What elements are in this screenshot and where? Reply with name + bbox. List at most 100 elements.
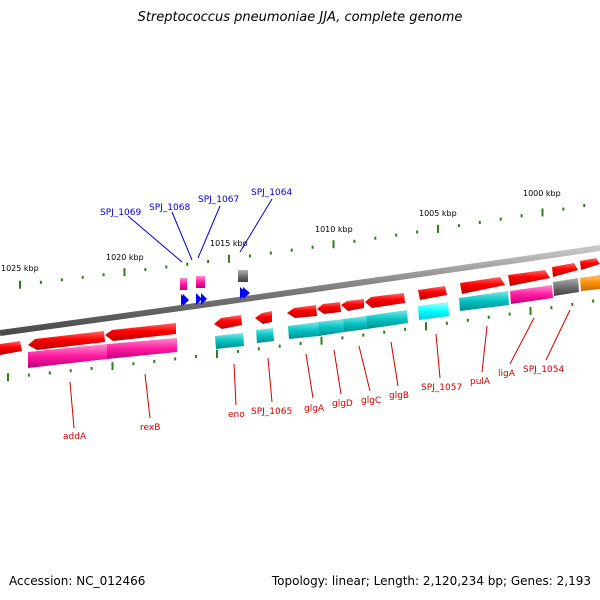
cds-arrow xyxy=(105,323,176,341)
minor-tick xyxy=(508,312,511,316)
kbp-label: 1000 kbp xyxy=(523,189,561,198)
gene-label-top: SPJ_1068 xyxy=(149,203,190,213)
major-tick xyxy=(216,349,218,358)
minor-tick xyxy=(299,341,302,345)
minor-tick xyxy=(466,318,469,322)
minor-tick xyxy=(248,254,251,258)
minor-tick xyxy=(341,336,344,340)
minor-tick xyxy=(48,371,51,375)
minor-tick xyxy=(236,349,239,353)
minor-tick xyxy=(290,248,293,252)
kbp-label: 1020 kbp xyxy=(106,253,144,262)
major-tick xyxy=(529,306,532,315)
cds-upper-right xyxy=(418,258,600,300)
major-tick xyxy=(7,373,9,382)
cds-arrow xyxy=(255,311,272,324)
cds-arrow xyxy=(0,341,22,355)
trna-arrow xyxy=(201,293,207,305)
trna-arrow xyxy=(183,294,189,306)
cds-arrow xyxy=(418,286,447,300)
genome-backbone xyxy=(0,245,600,336)
gene-label-bottom: SPJ_1054 xyxy=(523,365,564,375)
band-cyan xyxy=(256,328,274,343)
gene-label-bottom: glgB xyxy=(389,391,409,401)
gene-label-bottom: eno xyxy=(228,410,245,420)
minor-tick xyxy=(583,204,586,208)
gene-label-top: SPJ_1069 xyxy=(100,208,141,218)
minor-tick xyxy=(362,333,365,337)
gene-label-bottom: glgC xyxy=(361,396,381,406)
band-cyan xyxy=(459,291,509,311)
kbp-label: 1010 kbp xyxy=(315,225,353,234)
minor-tick xyxy=(207,259,210,263)
minor-tick xyxy=(520,214,523,218)
band-cyan xyxy=(366,310,408,329)
function-bands xyxy=(28,275,600,368)
band-cyan xyxy=(215,333,244,349)
minor-tick xyxy=(90,366,93,370)
minor-tick xyxy=(153,359,156,363)
minor-tick xyxy=(404,327,407,331)
band-magenta xyxy=(28,344,107,368)
cds-arrow xyxy=(317,302,341,314)
cds-arrow xyxy=(287,305,317,318)
cds-lower xyxy=(0,293,405,355)
major-tick xyxy=(19,280,21,289)
cds-arrow xyxy=(365,293,405,308)
gene-spj-1068 xyxy=(196,276,205,288)
gene-label-bottom: ligA xyxy=(498,369,516,379)
minor-tick xyxy=(195,354,198,358)
gene-label-top: SPJ_1067 xyxy=(198,195,239,205)
major-tick xyxy=(437,224,439,233)
major-tick xyxy=(320,336,323,345)
cds-arrow xyxy=(341,299,364,311)
minor-tick xyxy=(102,273,105,277)
gene-label-bottom: glgA xyxy=(304,404,325,414)
minor-tick xyxy=(165,265,168,269)
minor-tick xyxy=(478,220,481,224)
minor-tick xyxy=(416,230,419,234)
cds-arrow xyxy=(460,277,505,294)
minor-tick xyxy=(269,251,272,255)
minor-tick xyxy=(311,245,314,249)
minor-tick xyxy=(81,275,84,279)
band-mixed xyxy=(553,278,579,296)
trna-arrow xyxy=(196,293,202,305)
kbp-label: 1005 kbp xyxy=(419,209,457,218)
cds-arrow xyxy=(552,263,578,277)
minor-tick xyxy=(562,207,565,211)
minor-tick xyxy=(571,302,574,306)
major-tick xyxy=(425,322,427,331)
minor-tick xyxy=(445,321,448,325)
minor-tick xyxy=(39,280,42,284)
gene-label-bottom: glgD xyxy=(332,399,353,409)
top-leaders xyxy=(127,198,273,263)
minor-tick xyxy=(144,268,147,272)
major-tick xyxy=(123,268,126,277)
cds-arrow xyxy=(214,315,242,329)
trna-arrow xyxy=(243,287,250,299)
kbp-label: 1015 kbp xyxy=(210,239,248,248)
band-cyan xyxy=(343,316,367,332)
band-magenta xyxy=(107,338,177,359)
gene-label-bottom: pulA xyxy=(470,377,491,387)
band-cyan xyxy=(288,322,319,339)
minor-tick xyxy=(487,315,490,319)
band-cyan xyxy=(318,319,344,336)
gene-label-bottom: SPJ_1057 xyxy=(421,383,462,393)
major-tick xyxy=(228,254,230,263)
major-tick xyxy=(541,208,544,217)
gene-label-top: SPJ_1064 xyxy=(251,188,292,198)
genome-summary-text: Topology: linear; Length: 2,120,234 bp; … xyxy=(271,574,591,588)
minor-tick xyxy=(60,278,63,282)
minor-tick xyxy=(27,373,30,377)
upper-scale-ticks xyxy=(19,204,586,289)
gene-label-bottom: addA xyxy=(63,432,87,442)
cds-arrow xyxy=(580,258,600,270)
major-tick xyxy=(332,240,335,249)
minor-tick xyxy=(69,369,72,373)
minor-tick xyxy=(132,362,135,366)
bottom-leaders xyxy=(69,309,571,429)
minor-tick xyxy=(395,233,398,237)
